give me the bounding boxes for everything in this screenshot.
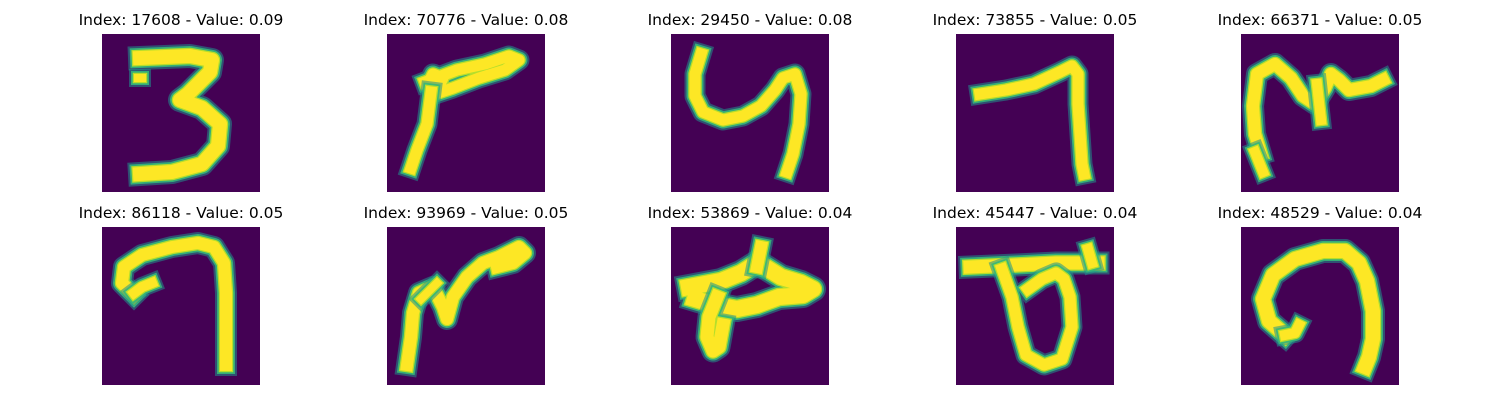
panel-image [102,34,260,192]
panel-image [956,227,1114,385]
digit-image [102,227,260,385]
panel-title: Index: 53869 - Value: 0.04 [647,204,853,222]
glyph-stroke [679,255,821,317]
glyph-stroke [415,277,443,305]
glyph-stroke [1311,78,1327,126]
digit-image [671,34,829,192]
panel-title: Index: 93969 - Value: 0.05 [363,204,569,222]
glyph-stroke [700,288,731,358]
digit-image [671,227,829,385]
panel-image [387,227,545,385]
panel-title: Index: 66371 - Value: 0.05 [1217,11,1423,29]
panel-title: Index: 45447 - Value: 0.04 [932,204,1138,222]
glyph-stroke [1279,318,1306,341]
digit-image [1241,227,1399,385]
glyph-stroke [400,241,531,372]
digit-image [956,227,1114,385]
glyph-stroke [689,47,807,179]
glyph-stroke [417,50,525,100]
panel-title: Index: 86118 - Value: 0.05 [78,204,284,222]
panel-title: Index: 70776 - Value: 0.08 [363,11,569,29]
glyph-stroke [127,276,159,300]
glyph-stroke [1081,242,1099,270]
panel-image [102,227,260,385]
glyph-stroke [1248,145,1270,179]
panel-title: Index: 73855 - Value: 0.05 [932,11,1138,29]
digit-image [956,34,1114,192]
panel-image [387,34,545,192]
digit-image [387,227,545,385]
glyph-stroke [1256,244,1380,377]
digit-image [1241,34,1399,192]
glyph-stroke [973,60,1091,181]
glyph-stroke [116,237,232,371]
panel-image [1241,34,1399,192]
glyph-stroke [404,85,438,175]
glyph-stroke [132,49,227,182]
digit-image [102,34,260,192]
panel-image [671,34,829,192]
panel-image [1241,227,1399,385]
panel-title: Index: 48529 - Value: 0.04 [1217,204,1423,222]
glyph-stroke [749,239,769,275]
panel-image [956,34,1114,192]
panel-image [671,227,829,385]
glyph-stroke [994,261,1078,371]
digit-image [387,34,545,192]
panel-title: Index: 29450 - Value: 0.08 [647,11,853,29]
panel-title: Index: 17608 - Value: 0.09 [78,11,284,29]
